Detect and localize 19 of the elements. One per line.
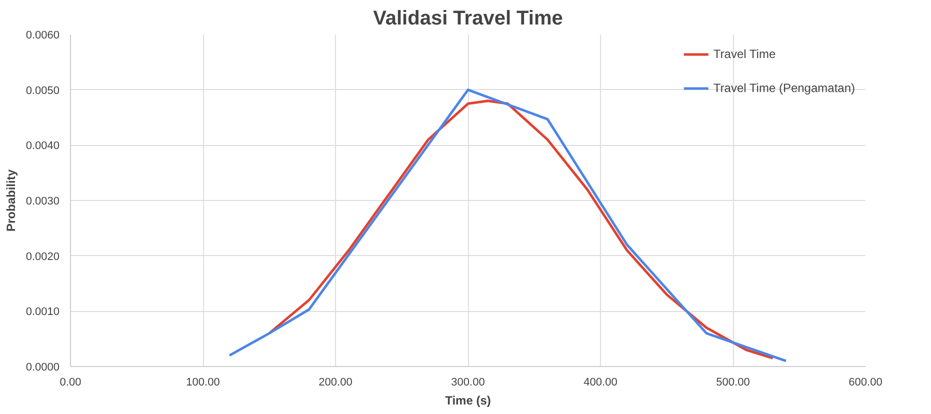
y-tick-label: 0.0040 [26,140,60,152]
x-tick-label: 0.00 [60,376,82,388]
x-tick-label: 400.00 [584,376,618,388]
legend-label: Travel Time [713,47,776,61]
x-tick-label: 600.00 [848,376,882,388]
y-tick-label: 0.0000 [26,362,60,374]
x-tick-label: 500.00 [716,376,750,388]
y-tick-label: 0.0050 [26,84,60,97]
y-tick-label: 0.0020 [26,250,60,263]
x-tick-label: 100.00 [186,376,220,388]
x-axis-title: Time (s) [445,394,491,408]
y-tick-label: 0.0030 [26,196,60,208]
chart-title: Validasi Travel Time [373,8,563,30]
y-axis-title: Probability [4,169,18,232]
x-tick-label: 300.00 [451,376,485,388]
y-tick-label: 0.0060 [26,30,60,42]
legend-label: Travel Time (Pengamatan) [713,81,855,95]
x-tick-label: 200.00 [318,376,352,388]
y-tick-label: 0.0010 [26,306,60,318]
